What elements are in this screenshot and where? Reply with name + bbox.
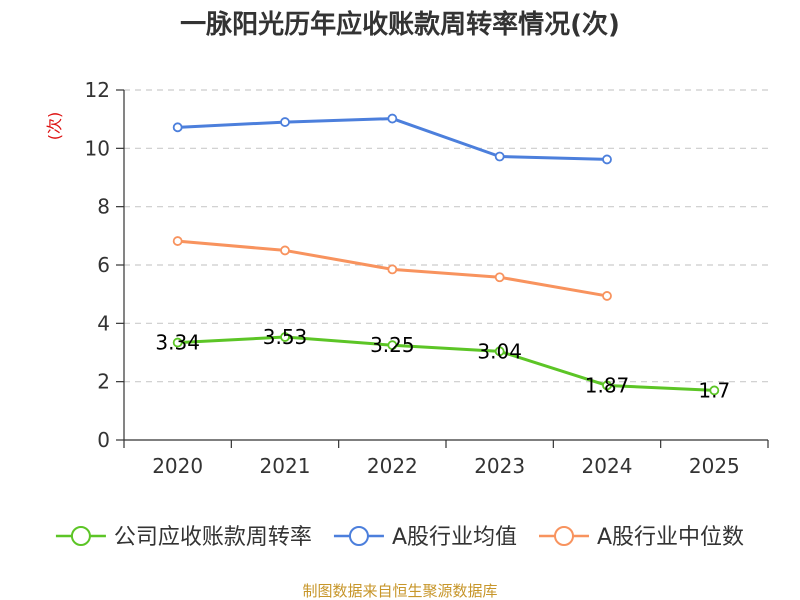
x-tick-label-2022: 2022: [367, 454, 418, 478]
data-point-2024: [602, 154, 612, 165]
y-tick-label-12: 12: [85, 78, 110, 102]
data-point-2020: [172, 122, 183, 133]
data-point-2020: [172, 236, 183, 246]
legend-label: A股行业中位数: [597, 525, 744, 550]
data-label-2025: 1.7: [698, 378, 730, 402]
data-point-2022: [387, 340, 398, 351]
legend: 公司应收账款周转率 A股行业均值 A股行业中位数: [55, 525, 744, 550]
data-label-2020: 3.34: [155, 331, 200, 355]
data-point-2023: [494, 151, 505, 162]
data-point-2022: [387, 113, 398, 124]
legend-item: A股行业均值: [333, 525, 517, 550]
y-tick-label-6: 6: [97, 253, 110, 277]
data-point-2024: [602, 291, 612, 301]
axes: 0 2 4 6 8 10 12 2020 2021 2022 2023 2024 2025: [85, 78, 769, 478]
data-label-2024: 1.87: [585, 373, 630, 397]
y-tick-label-10: 10: [85, 136, 110, 160]
y-tick-label-8: 8: [97, 195, 110, 219]
series-2: [172, 113, 612, 165]
data-point-2023: [494, 346, 505, 357]
data-point-2021: [280, 332, 290, 342]
legend-marker: [554, 526, 575, 546]
series-lines: [172, 113, 720, 396]
data-labels: 3.34 3.53 3.25 3.04 1.87 1.7: [155, 325, 730, 402]
data-point-2021: [280, 245, 290, 256]
source-note: 制图数据来自恒生聚源数据库: [302, 582, 497, 600]
data-point-2025: [709, 385, 720, 396]
data-point-2021: [280, 117, 290, 127]
legend-label: 公司应收账款周转率: [114, 525, 312, 550]
grid-lines: [124, 89, 768, 383]
data-point-2022: [387, 264, 398, 275]
y-axis-unit-label: (次): [45, 112, 64, 141]
x-tick-label-2020: 2020: [152, 454, 203, 478]
x-tick-label-2021: 2021: [260, 454, 311, 478]
x-tick-label-2025: 2025: [689, 454, 740, 478]
legend-marker: [70, 526, 91, 546]
y-tick-label-2: 2: [97, 370, 110, 394]
data-label-2022: 3.25: [370, 333, 415, 357]
legend-item: A股行业中位数: [539, 525, 744, 550]
series-line: [177, 335, 715, 392]
data-label-2023: 3.04: [477, 339, 522, 363]
data-label-2021: 3.53: [263, 325, 308, 349]
series-line: [177, 117, 608, 161]
legend-label: A股行业均值: [392, 525, 517, 550]
series-1: [172, 332, 720, 396]
series-3: [172, 236, 612, 301]
y-tick-label-4: 4: [97, 311, 110, 335]
chart-title: 一脉阳光历年应收账款周转率情况(次): [180, 9, 620, 40]
legend-item: 公司应收账款周转率: [55, 525, 312, 550]
data-point-2024: [602, 380, 612, 391]
legend-marker: [348, 526, 369, 546]
data-point-2020: [172, 337, 183, 348]
x-tick-label-2023: 2023: [474, 454, 525, 478]
y-tick-label-0: 0: [97, 428, 110, 452]
x-tick-label-2024: 2024: [582, 454, 633, 478]
data-point-2023: [494, 272, 505, 283]
